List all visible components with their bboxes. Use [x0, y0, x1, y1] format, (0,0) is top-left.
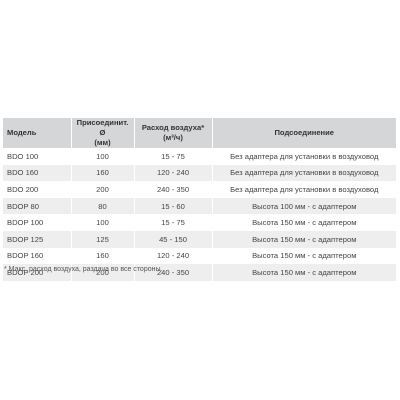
cell-connection: Высота 150 мм - с адаптером: [212, 230, 396, 248]
footnote: * Макс. расход воздуха, раздача во все с…: [4, 266, 163, 273]
header-diameter-line2: (мм): [94, 138, 111, 147]
cell-airflow: 240 - 350: [134, 264, 213, 281]
header-row: Модель Присоединит. Ø (мм) Расход воздух…: [3, 118, 396, 148]
cell-model: BDO 160: [3, 164, 72, 182]
cell-diameter: 100: [71, 148, 135, 165]
header-airflow: Расход воздуха* (м³/ч): [134, 118, 213, 148]
cell-airflow: 120 - 240: [134, 247, 213, 265]
cell-model: BDOP 80: [3, 197, 72, 215]
cell-diameter: 160: [71, 164, 135, 182]
cell-model: BDOP 125: [3, 230, 72, 248]
cell-diameter: 80: [71, 197, 135, 215]
header-model: Модель: [3, 118, 72, 148]
header-airflow-line2: (м³/ч): [163, 133, 183, 142]
cell-model: BDO 100: [3, 148, 72, 165]
table-row: BDO 100 100 15 - 75 Без адаптера для уст…: [3, 148, 396, 165]
table-row: BDOP 160 160 120 - 240 Высота 150 мм - с…: [3, 247, 396, 265]
cell-diameter: 125: [71, 230, 135, 248]
cell-airflow: 15 - 75: [134, 148, 213, 165]
cell-airflow: 15 - 75: [134, 214, 213, 231]
header-airflow-line1: Расход воздуха*: [141, 123, 205, 132]
cell-model: BDOP 100: [3, 214, 72, 231]
table-row: BDO 200 200 240 - 350 Без адаптера для у…: [3, 181, 396, 198]
table-row: BDOP 80 80 15 - 60 Высота 100 мм - с ада…: [3, 197, 396, 215]
cell-connection: Высота 100 мм - с адаптером: [212, 197, 396, 215]
cell-model: BDOP 160: [3, 247, 72, 265]
header-diameter: Присоединит. Ø (мм): [71, 118, 135, 148]
table-body: BDO 100 100 15 - 75 Без адаптера для уст…: [3, 148, 396, 281]
table-row: BDOP 125 125 45 - 150 Высота 150 мм - с …: [3, 230, 396, 248]
header-diameter-line1: Присоединит. Ø: [76, 118, 129, 137]
cell-connection: Высота 150 мм - с адаптером: [212, 264, 396, 281]
cell-connection: Без адаптера для установки в воздуховод: [212, 181, 396, 198]
table-row: BDOP 100 100 15 - 75 Высота 150 мм - с а…: [3, 214, 396, 231]
table-row: BDOP 200 200 240 - 350 Высота 150 мм - с…: [3, 264, 396, 281]
cell-diameter: 200: [71, 264, 135, 281]
cell-connection: Высота 150 мм - с адаптером: [212, 247, 396, 265]
cell-airflow: 15 - 60: [134, 197, 213, 215]
spec-table: Модель Присоединит. Ø (мм) Расход воздух…: [3, 118, 396, 281]
header-connection: Подсоединение: [212, 118, 396, 148]
table-row: BDO 160 160 120 - 240 Без адаптера для у…: [3, 164, 396, 182]
cell-connection: Без адаптера для установки в воздуховод: [212, 164, 396, 182]
table-header: Модель Присоединит. Ø (мм) Расход воздух…: [3, 118, 396, 148]
cell-airflow: 45 - 150: [134, 230, 213, 248]
cell-connection: Высота 150 мм - с адаптером: [212, 214, 396, 231]
cell-airflow: 240 - 350: [134, 181, 213, 198]
cell-diameter: 100: [71, 214, 135, 231]
cell-diameter: 160: [71, 247, 135, 265]
cell-model: BDO 200: [3, 181, 72, 198]
cell-connection: Без адаптера для установки в воздуховод: [212, 148, 396, 165]
cell-diameter: 200: [71, 181, 135, 198]
cell-model: BDOP 200: [3, 264, 72, 281]
cell-airflow: 120 - 240: [134, 164, 213, 182]
